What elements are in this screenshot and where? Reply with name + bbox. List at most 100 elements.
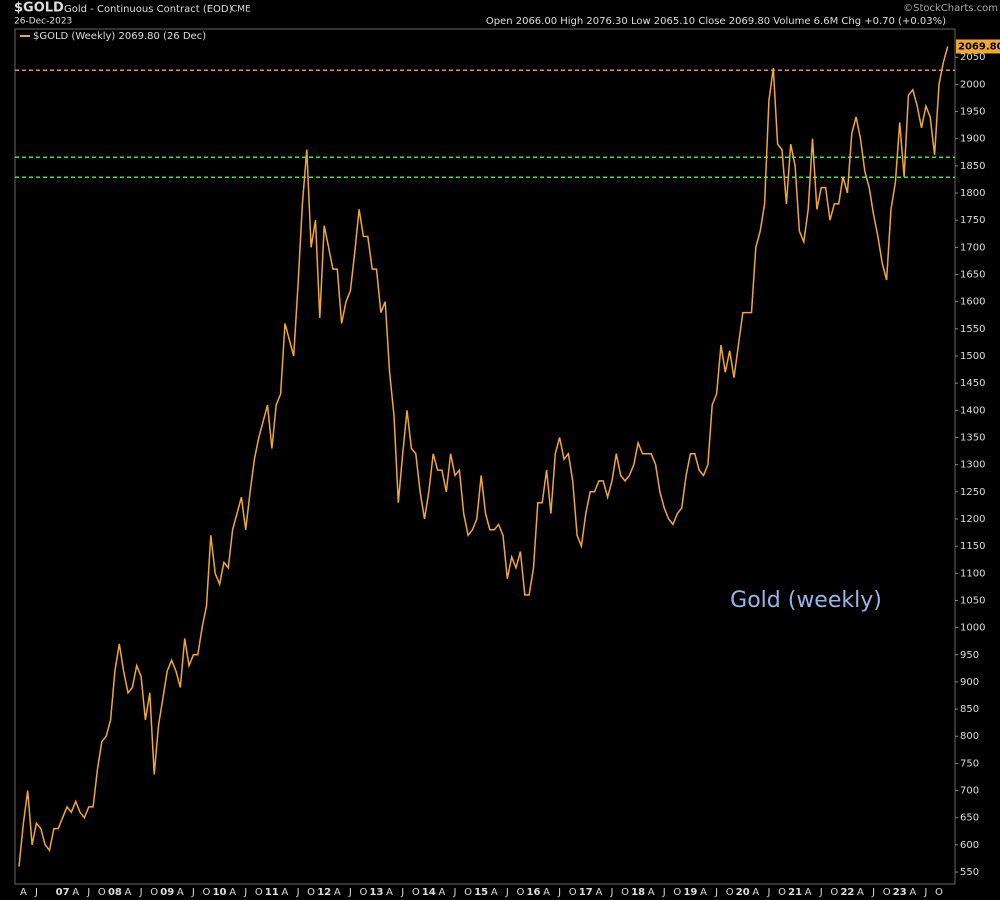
x-tick-label: A	[909, 887, 916, 898]
y-tick-label: 1500	[960, 351, 985, 362]
x-tick-label: 08	[108, 887, 122, 898]
y-tick-label: 2000	[960, 79, 985, 90]
x-tick-label: A	[229, 887, 236, 898]
y-tick-label: 850	[960, 704, 979, 715]
x-tick-label: O	[464, 887, 472, 898]
y-tick-label: 1900	[960, 134, 985, 145]
x-tick-label: O	[569, 887, 577, 898]
symbol: $GOLD	[14, 1, 64, 16]
x-tick-label: O	[935, 887, 943, 898]
x-tick-label: O	[778, 887, 786, 898]
date: 26-Dec-2023	[14, 17, 72, 27]
y-tick-label: 1150	[960, 541, 985, 552]
x-tick-label: 18	[631, 887, 645, 898]
y-tick-label: 1250	[960, 487, 985, 498]
y-tick-label: 1750	[960, 215, 985, 226]
x-tick-label: O	[307, 887, 315, 898]
y-tick-label: 1050	[960, 595, 985, 606]
y-tick-label: 1300	[960, 460, 985, 471]
x-tick-label: J	[923, 887, 927, 898]
x-tick-label: J	[453, 887, 457, 898]
y-tick-label: 1650	[960, 270, 985, 281]
x-tick-label: A	[282, 887, 289, 898]
price-line	[18, 46, 949, 867]
plot-frame	[14, 28, 956, 885]
x-tick-label: A	[648, 887, 655, 898]
x-tick-label: O	[412, 887, 420, 898]
x-tick-label: 17	[579, 887, 593, 898]
x-tick-label: J	[34, 887, 38, 898]
x-tick-label: A	[752, 887, 759, 898]
x-tick-label: J	[191, 887, 195, 898]
x-tick-label: A	[595, 887, 602, 898]
x-tick-label: A	[125, 887, 132, 898]
y-tick-label: 1000	[960, 623, 985, 634]
x-tick-label: J	[557, 887, 561, 898]
x-tick-label: 09	[160, 887, 174, 898]
x-tick-label: 19	[683, 887, 697, 898]
y-tick-label: 950	[960, 650, 979, 661]
x-tick-label: O	[360, 887, 368, 898]
y-tick-label: 1200	[960, 514, 985, 525]
x-tick-label: J	[609, 887, 613, 898]
x-tick-label: A	[438, 887, 445, 898]
quote: Open 2066.00 High 2076.30 Low 2065.10 Cl…	[486, 16, 946, 27]
x-tick-label: J	[139, 887, 143, 898]
x-tick-label: 12	[317, 887, 331, 898]
x-tick-label: O	[673, 887, 681, 898]
x-tick-label: 15	[474, 887, 488, 898]
x-tick-label: J	[505, 887, 509, 898]
x-tick-label: 07	[56, 887, 70, 898]
x-tick-label: A	[857, 887, 864, 898]
y-tick-label: 900	[960, 677, 979, 688]
x-tick-label: A	[491, 887, 498, 898]
legend-label: $GOLD (Weekly) 2069.80 (26 Dec)	[33, 31, 206, 42]
y-tick-label: 1800	[960, 188, 985, 199]
x-tick-label: J	[400, 887, 404, 898]
y-tick-label: 1350	[960, 432, 985, 443]
x-tick-label: O	[883, 887, 891, 898]
x-tick-label: 13	[370, 887, 384, 898]
x-tick-label: J	[348, 887, 352, 898]
y-tick-label: 1450	[960, 378, 985, 389]
instrument-name: Gold - Continuous Contract (EOD)	[64, 4, 233, 15]
last-value-box	[956, 39, 1000, 54]
x-tick-label: O	[203, 887, 211, 898]
x-tick-label: O	[516, 887, 524, 898]
source: ©StockCharts.com	[903, 3, 998, 14]
y-tick-label: 1100	[960, 568, 985, 579]
annotation: Gold (weekly)	[730, 588, 882, 613]
x-tick-label: 10	[213, 887, 227, 898]
x-tick-label: J	[662, 887, 666, 898]
y-tick-label: 800	[960, 731, 979, 742]
y-tick-label: 550	[960, 867, 979, 878]
x-tick-label: O	[150, 887, 158, 898]
x-tick-label: 21	[788, 887, 802, 898]
x-tick-label: 22	[840, 887, 854, 898]
y-tick-label: 700	[960, 786, 979, 797]
x-tick-label: A	[177, 887, 184, 898]
x-tick-label: J	[86, 887, 90, 898]
y-tick-label: 1850	[960, 161, 985, 172]
x-tick-label: A	[543, 887, 550, 898]
x-tick-label: 23	[893, 887, 907, 898]
x-tick-label: 16	[527, 887, 541, 898]
x-tick-label: J	[871, 887, 875, 898]
x-tick-label: 11	[265, 887, 279, 898]
exchange: CME	[231, 5, 251, 15]
y-tick-label: 1400	[960, 405, 985, 416]
y-tick-label: 600	[960, 840, 979, 851]
x-tick-label: J	[243, 887, 247, 898]
y-tick-label: 1950	[960, 107, 985, 118]
x-tick-label: O	[621, 887, 629, 898]
x-tick-label: O	[726, 887, 734, 898]
x-tick-label: A	[805, 887, 812, 898]
y-tick-label: 2050	[960, 52, 985, 63]
y-tick-label: 750	[960, 758, 979, 769]
y-tick-label: 1700	[960, 242, 985, 253]
x-tick-label: O	[98, 887, 106, 898]
x-tick-label: J	[819, 887, 823, 898]
